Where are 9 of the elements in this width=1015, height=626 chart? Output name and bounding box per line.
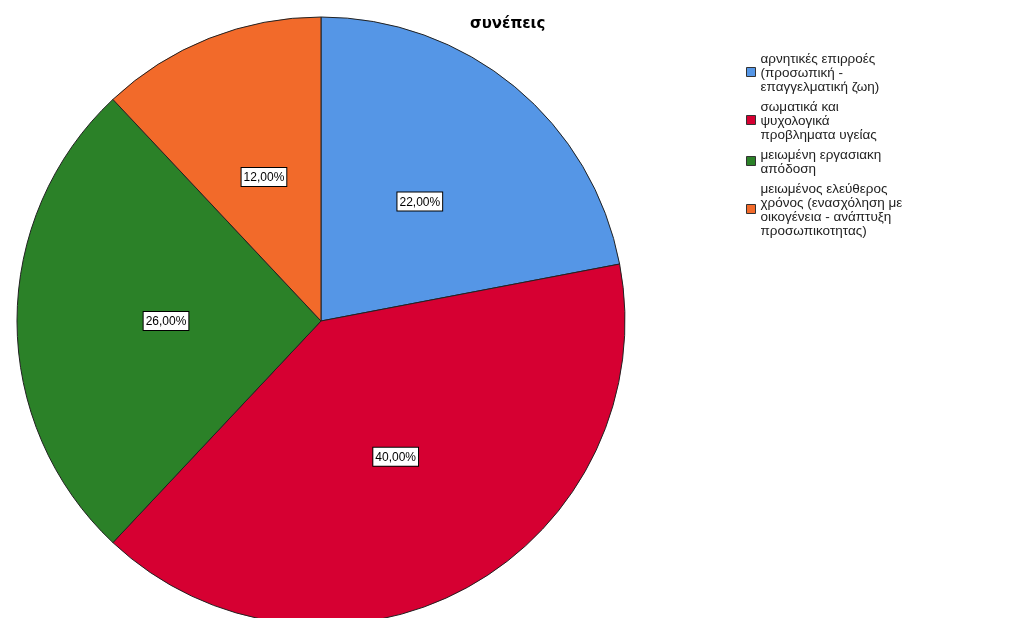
legend-label: μειωμένη εργασιακη απόδοση [760,146,886,176]
legend-label: μειωμένος ελεύθερος χρόνος (ενασχόληση με οικογένεια - ανάπτυξη προσωπικοτητας) [760,180,907,238]
chart-title: συνέπεις [470,13,546,32]
data-label: 40,00% [375,449,417,464]
legend-label: σωματικά και ψυχολογικά προβληματα υγείας [760,98,878,142]
legend-label: αρνητικές επιρροές (προσωπική - επαγγελματική ζωη) [760,50,880,94]
data-label: 26,00% [145,314,187,328]
data-label: 22,00% [399,194,441,209]
data-label: 12,00% [243,169,285,184]
